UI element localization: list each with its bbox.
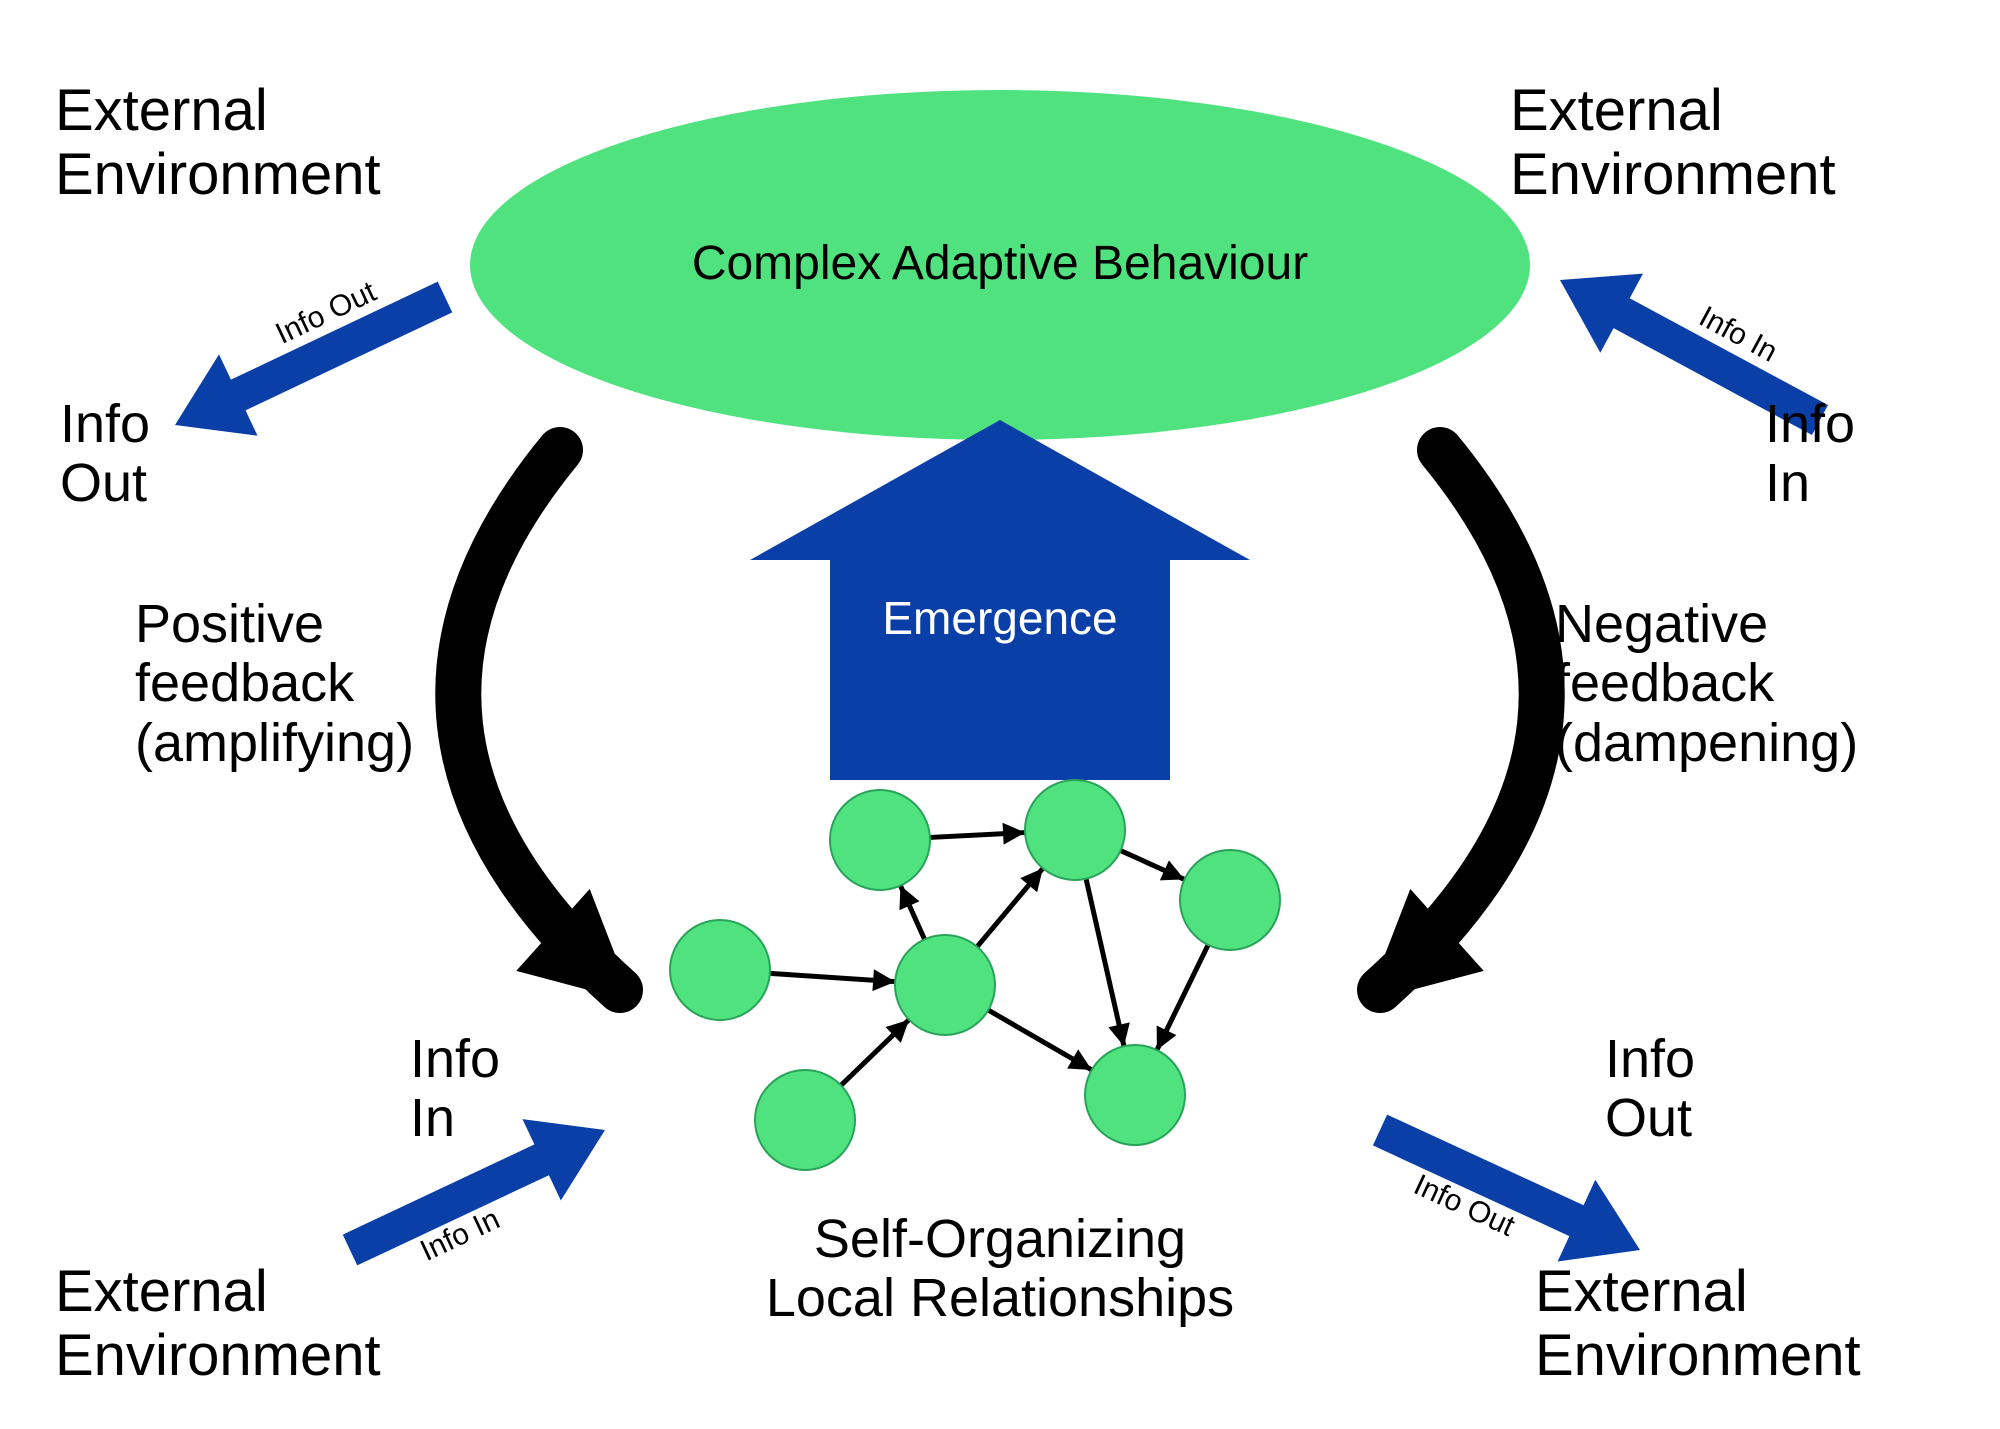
label-env-tr: External Environment [1510, 79, 1836, 207]
diagram-stage: Info Out Info In Info In Info Out External … [0, 0, 2000, 1429]
network-node [755, 1070, 855, 1170]
network-node [1025, 780, 1125, 880]
network-edge-head [872, 969, 895, 991]
network-node [895, 935, 995, 1035]
label-env-tl: External Environment [55, 79, 381, 207]
label-info-in-bl: Info In [410, 1030, 500, 1149]
label-info-out-tl: Info Out [60, 395, 150, 514]
label-neg-feedback: Negative feedback (dampening) [1555, 595, 1858, 773]
label-emergence: Emergence [830, 593, 1170, 644]
label-info-in-tr: Info In [1765, 395, 1855, 514]
label-ellipse: Complex Adaptive Behaviour [0, 238, 2000, 291]
network-edge-head [1108, 1022, 1129, 1046]
network-edge-head [1003, 823, 1026, 845]
label-bottom-caption: Self-Organizing Local Relationships [0, 1210, 2000, 1329]
network-node [670, 920, 770, 1020]
label-pos-feedback: Positive feedback (amplifying) [135, 595, 414, 773]
network-node [1180, 850, 1280, 950]
network-edge [1086, 879, 1124, 1046]
network-node [1085, 1045, 1185, 1145]
network-node [830, 790, 930, 890]
label-info-out-br: Info Out [1605, 1030, 1695, 1149]
